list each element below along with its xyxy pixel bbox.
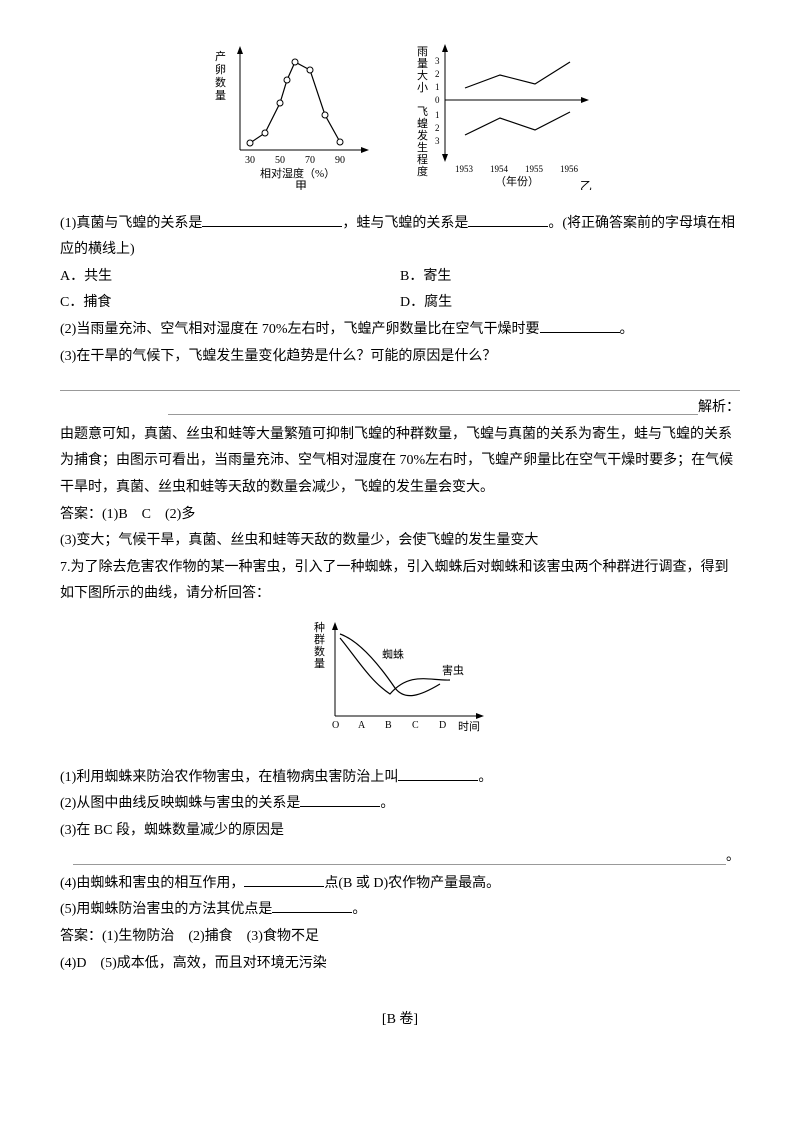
chart-3: 种 群 数 量 蜘蛛 害虫 O A B C D 时间 xyxy=(60,616,740,757)
q7-2-blank[interactable] xyxy=(300,792,380,807)
svg-text:50: 50 xyxy=(275,155,285,166)
q1-text-a: (1)真菌与飞蝗的关系是 xyxy=(60,216,202,231)
svg-text:1954: 1954 xyxy=(490,164,509,174)
q7-1-blank[interactable] xyxy=(398,766,478,781)
chart1-caption: 甲 xyxy=(295,179,307,190)
q7-5: (5)用蜘蛛防治害虫的方法其优点是 。 xyxy=(60,897,740,924)
analysis-body: 由题意可知，真菌、丝虫和蛙等大量繁殖可抑制飞蝗的种群数量，飞蝗与真菌的关系为寄生… xyxy=(60,422,740,502)
chart1-xlabel: 相对湿度（%） xyxy=(260,166,335,180)
q1-options: A．共生 B．寄生 C．捕食 D．腐生 xyxy=(60,264,740,317)
q3-answer-line-1[interactable] xyxy=(60,374,740,391)
svg-text:群: 群 xyxy=(314,632,325,646)
svg-text:0: 0 xyxy=(435,95,440,105)
svg-text:D: D xyxy=(439,720,446,731)
svg-text:种: 种 xyxy=(314,620,325,634)
svg-text:30: 30 xyxy=(245,155,255,166)
svg-text:度: 度 xyxy=(417,164,428,178)
svg-text:1955: 1955 xyxy=(525,164,544,174)
charts-row: 产 卵 数 量 30 50 70 90 相对湿度（%） 甲 xyxy=(60,40,740,201)
svg-text:3: 3 xyxy=(435,56,440,66)
q7-1b: 。 xyxy=(478,770,492,785)
svg-text:飞: 飞 xyxy=(417,106,428,118)
chart1-ylabel2: 卵 xyxy=(215,63,226,76)
svg-text:1953: 1953 xyxy=(455,164,474,174)
svg-text:小: 小 xyxy=(417,81,428,94)
q7-2: (2)从图中曲线反映蜘蛛与害虫的关系是 。 xyxy=(60,791,740,818)
svg-text:量: 量 xyxy=(417,57,428,70)
svg-text:量: 量 xyxy=(314,657,325,670)
svg-text:70: 70 xyxy=(305,155,315,166)
q7-5b: 。 xyxy=(352,902,366,917)
svg-text:数: 数 xyxy=(314,645,325,658)
chart-1: 产 卵 数 量 30 50 70 90 相对湿度（%） 甲 xyxy=(205,40,375,201)
q2-end: 。 xyxy=(620,322,634,337)
chart3-xlabel: 时间 xyxy=(458,720,480,733)
svg-text:生: 生 xyxy=(417,140,428,154)
q1-text-b: ，蛙与飞蝗的关系是 xyxy=(342,216,468,231)
svg-text:A: A xyxy=(358,720,366,731)
q7-1a: (1)利用蜘蛛来防治农作物害虫，在植物病虫害防治上叫 xyxy=(60,770,398,785)
q3-answer-line-2[interactable] xyxy=(168,400,698,415)
q3-line: (3)在干旱的气候下，飞蝗发生量变化趋势是什么？可能的原因是什么？ xyxy=(60,344,740,371)
option-c[interactable]: C．捕食 xyxy=(60,290,400,317)
svg-text:1: 1 xyxy=(435,82,440,92)
svg-text:2: 2 xyxy=(435,123,440,133)
chart2-caption: 乙 xyxy=(580,179,592,190)
option-d[interactable]: D．腐生 xyxy=(400,290,740,317)
q7-answers-1: 答案：(1)生物防治 (2)捕食 (3)食物不足 xyxy=(60,924,740,951)
q1-blank-1[interactable] xyxy=(202,212,342,227)
q7-5-blank[interactable] xyxy=(272,898,352,913)
section-b-label: [B 卷] xyxy=(60,1007,740,1034)
svg-text:程: 程 xyxy=(417,153,428,166)
option-a[interactable]: A．共生 xyxy=(60,264,400,291)
chart3-label-spider: 蜘蛛 xyxy=(382,647,404,661)
q7-4a: (4)由蜘蛛和害虫的相互作用， xyxy=(60,876,244,891)
svg-text:3: 3 xyxy=(435,136,440,146)
svg-text:发: 发 xyxy=(417,128,428,142)
svg-text:O: O xyxy=(332,720,339,731)
q1-blank-2[interactable] xyxy=(468,212,548,227)
q7-4b: 点(B 或 D)农作物产量最高。 xyxy=(324,876,500,891)
chart1-ylabel3: 数 xyxy=(215,76,226,89)
svg-text:1956: 1956 xyxy=(560,164,579,174)
svg-text:B: B xyxy=(385,720,392,731)
q7-answers-2: (4)D (5)成本低，高效，而且对环境无污染 xyxy=(60,951,740,978)
q2-line: (2)当雨量充沛、空气相对湿度在 70%左右时，飞蝗产卵数量比在空气干燥时要 。 xyxy=(60,317,740,344)
svg-text:雨: 雨 xyxy=(417,46,428,58)
q7-intro: 7.为了除去危害农作物的某一种害虫，引入了一种蜘蛛，引入蜘蛛后对蜘蛛和该害虫两个… xyxy=(60,555,740,608)
q2-text: (2)当雨量充沛、空气相对湿度在 70%左右时，飞蝗产卵数量比在空气干燥时要 xyxy=(60,322,540,337)
q7-3: (3)在 BC 段，蜘蛛数量减少的原因是 xyxy=(60,818,740,845)
q7-2a: (2)从图中曲线反映蜘蛛与害虫的关系是 xyxy=(60,796,300,811)
answer-line-1: 答案：(1)B C (2)多 xyxy=(60,502,740,529)
svg-text:C: C xyxy=(412,720,419,731)
svg-text:1: 1 xyxy=(435,110,440,120)
answer-line-2: (3)变大；气候干旱，真菌、丝虫和蛙等天敌的数量少，会使飞蝗的发生量变大 xyxy=(60,528,740,555)
chart1-ylabel: 产 xyxy=(215,49,226,63)
q2-blank[interactable] xyxy=(540,318,620,333)
chart3-label-pest: 害虫 xyxy=(442,663,464,677)
q7-4-blank[interactable] xyxy=(244,872,324,887)
chart-2: 雨 量 大 小 飞 蝗 发 生 程 度 1 2 3 0 1 2 3 xyxy=(415,40,595,201)
svg-text:蝗: 蝗 xyxy=(417,117,428,130)
svg-text:2: 2 xyxy=(435,69,440,79)
chart2-xlabel: （年份） xyxy=(495,174,539,188)
analysis-label: 解析： xyxy=(698,400,740,415)
q7-5a: (5)用蜘蛛防治害虫的方法其优点是 xyxy=(60,902,272,917)
option-b[interactable]: B．寄生 xyxy=(400,264,740,291)
svg-text:大: 大 xyxy=(417,68,428,82)
q7-1: (1)利用蜘蛛来防治农作物害虫，在植物病虫害防治上叫 。 xyxy=(60,765,740,792)
q1-line: (1)真菌与飞蝗的关系是，蛙与飞蝗的关系是。(将正确答案前的字母填在相应的横线上… xyxy=(60,211,740,264)
chart1-ylabel4: 量 xyxy=(215,89,226,102)
q7-3-end: 。 xyxy=(726,849,740,864)
q7-2b: 。 xyxy=(380,796,394,811)
analysis-row: 解析： xyxy=(60,395,740,422)
q7-3-blank[interactable] xyxy=(73,850,726,865)
q7-4: (4)由蜘蛛和害虫的相互作用， 点(B 或 D)农作物产量最高。 xyxy=(60,871,740,898)
svg-text:90: 90 xyxy=(335,155,345,166)
q7-3-line: 。 xyxy=(60,844,740,871)
